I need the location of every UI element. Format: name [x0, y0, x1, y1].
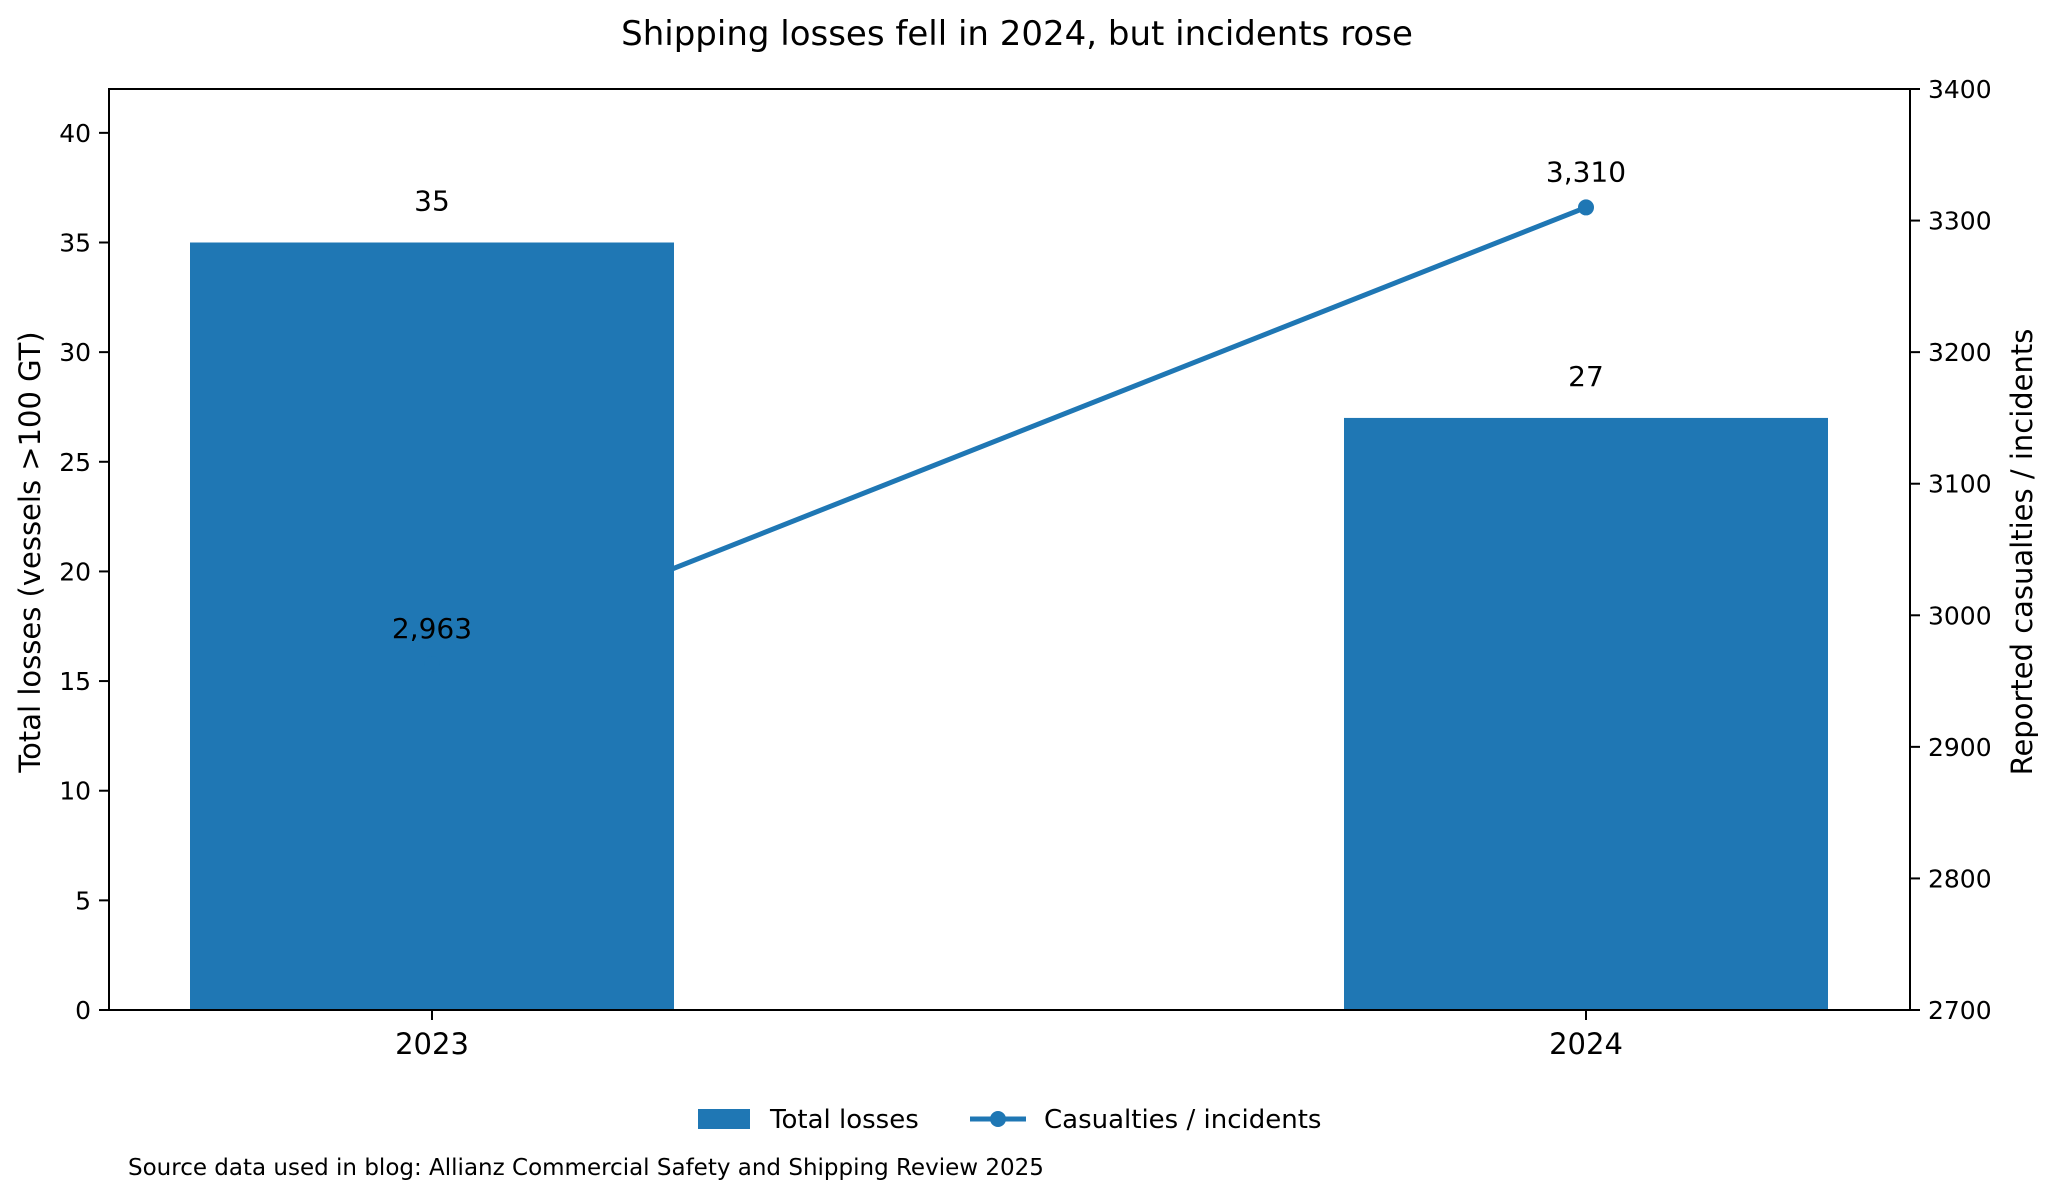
y2-tick-label: 2800 [1928, 864, 1992, 893]
y-tick-label: 0 [75, 996, 91, 1025]
line-value-label-2024: 3,310 [1546, 155, 1626, 188]
y2-tick-label: 2700 [1928, 996, 1992, 1025]
bar-value-label-2023: 35 [414, 185, 450, 218]
y-tick-label: 40 [59, 119, 91, 148]
bar-total-losses-2024 [1344, 417, 1828, 1010]
y2-axis-label: Reported casualties / incidents [2005, 329, 2039, 776]
legend-label-casualties: Casualties / incidents [1044, 1105, 1321, 1135]
line-value-label-2023: 2,963 [392, 612, 472, 645]
y-tick-label: 30 [59, 338, 91, 367]
y-tick-label: 35 [59, 229, 91, 258]
y2-tick-label: 2900 [1928, 733, 1992, 762]
y-axis-label: Total losses (vessels >100 GT) [13, 331, 47, 773]
y-tick-label: 10 [59, 777, 91, 806]
plot-frame [108, 88, 1911, 1011]
y2-tick-label: 3100 [1928, 470, 1992, 499]
source-note: Source data used in blog: Allianz Commer… [128, 1155, 1044, 1181]
legend-swatch-total-losses [698, 1109, 750, 1129]
y2-tick-label: 3200 [1928, 338, 1992, 367]
legend-marker-casualties [990, 1111, 1006, 1127]
x-tick-label-2023: 2023 [395, 1027, 469, 1061]
y2-tick-label: 3000 [1928, 601, 1992, 630]
bar-value-label-2024: 27 [1568, 360, 1604, 393]
y2-tick-label: 3300 [1928, 207, 1992, 236]
bars-layer [190, 242, 1828, 1010]
legend: Total losses Casualties / incidents [698, 1105, 1321, 1135]
bar-total-losses-2023 [190, 242, 674, 1010]
chart-title: Shipping losses fell in 2024, but incide… [621, 14, 1413, 54]
line-point-casualties-2023 [424, 655, 440, 672]
y-tick-label: 5 [75, 886, 91, 915]
y-tick-label: 20 [59, 557, 91, 586]
axes-layer: 0 5 10 15 20 25 30 35 40 2700 2800 2900 3000 3100 3200… [59, 75, 1991, 1061]
y-tick-label: 25 [59, 448, 91, 477]
line-point-casualties-2024 [1578, 199, 1594, 216]
y2-tick-label: 3400 [1928, 75, 1992, 104]
legend-label-total-losses: Total losses [769, 1105, 919, 1135]
x-tick-label-2024: 2024 [1549, 1027, 1623, 1061]
labels-layer: 35 27 2,963 3,310 [392, 155, 1626, 672]
y-tick-label: 15 [59, 667, 91, 696]
